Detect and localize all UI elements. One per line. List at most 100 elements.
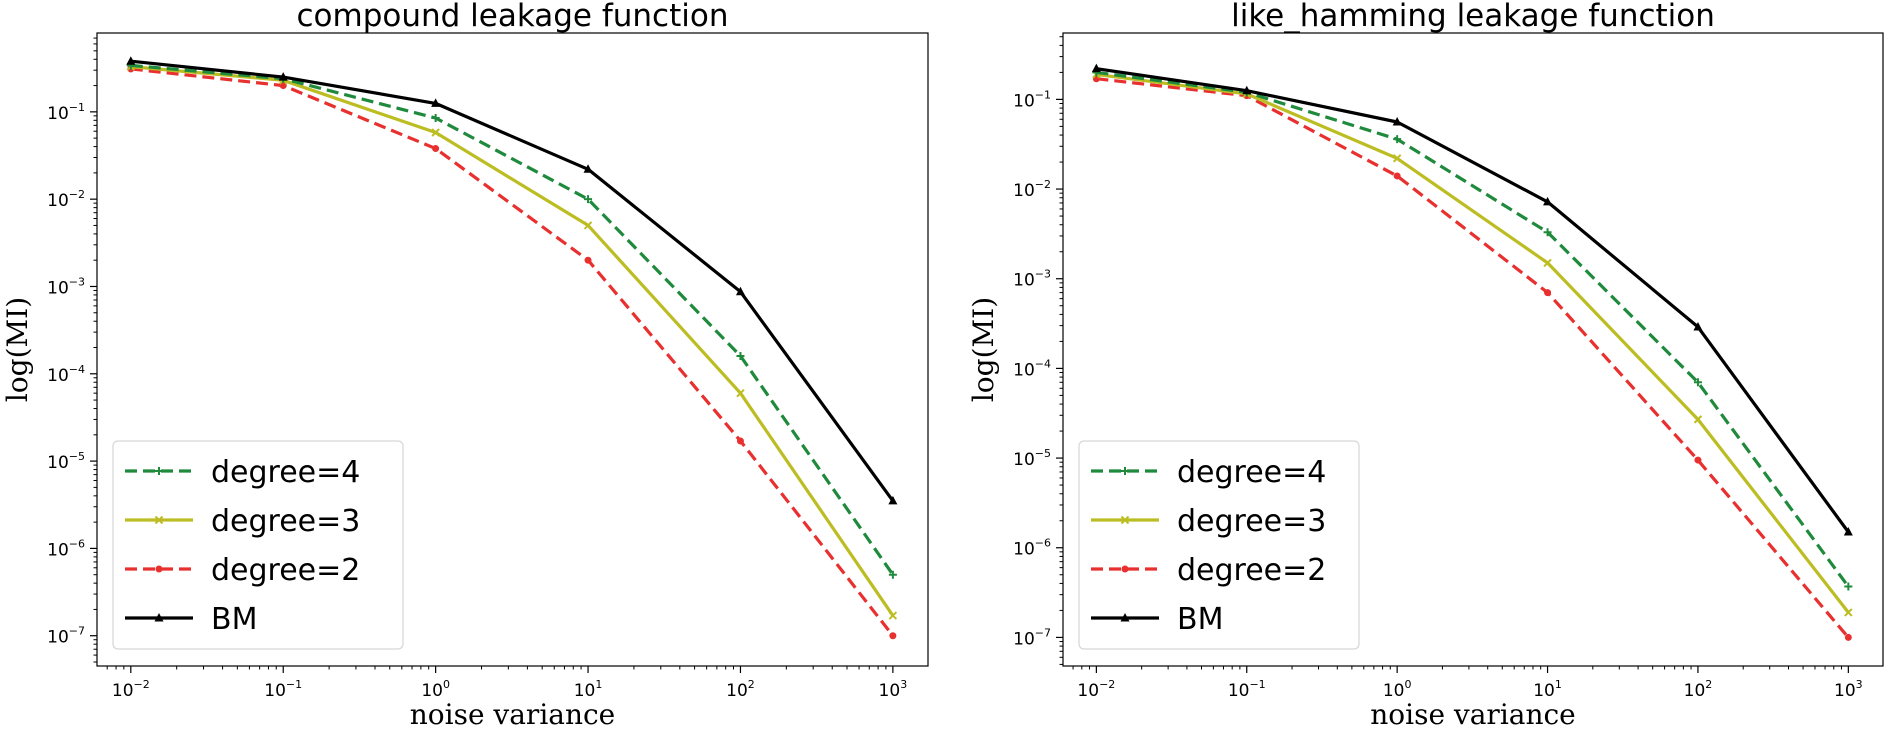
data-point-degree-2 bbox=[279, 82, 287, 90]
data-point-degree-2 bbox=[432, 145, 440, 153]
data-point-degree-3 bbox=[1392, 154, 1402, 163]
x-tick-label-exp: 3 bbox=[900, 678, 907, 691]
data-point-degree-4 bbox=[1393, 135, 1402, 144]
data-point-degree-2 bbox=[1844, 633, 1852, 641]
y-tick-label-exp: −1 bbox=[1035, 88, 1051, 101]
legend-label: degree=4 bbox=[1177, 455, 1326, 490]
x-tick-label-exp: 2 bbox=[1705, 678, 1712, 691]
x-tick-label-base: 10 bbox=[112, 681, 134, 701]
y-tick-label-exp: −6 bbox=[1035, 537, 1051, 550]
y-axis-label: log(MI) bbox=[967, 297, 1000, 402]
plot-area-frame bbox=[96, 32, 929, 667]
series-line-degree-2 bbox=[1096, 77, 1850, 639]
legend-marker bbox=[154, 515, 164, 525]
y-tick-label-base: 10 bbox=[1013, 360, 1035, 380]
y-tick-label: 10−7 bbox=[1013, 626, 1051, 649]
series-line-degree-3 bbox=[1096, 72, 1850, 614]
data-point-degree-4 bbox=[584, 195, 593, 204]
data-point-bm bbox=[126, 56, 136, 65]
legend-label: BM bbox=[1177, 602, 1223, 637]
data-point-degree-3 bbox=[1693, 415, 1703, 424]
legend-box bbox=[1078, 440, 1360, 650]
y-tick-label-exp: −5 bbox=[1035, 447, 1051, 460]
x-tick-label-exp: 3 bbox=[1856, 678, 1863, 691]
y-tick-label: 10−3 bbox=[1013, 268, 1051, 291]
data-point-bm bbox=[1242, 85, 1252, 95]
data-point-degree-3 bbox=[888, 611, 898, 620]
data-point-degree-4 bbox=[736, 351, 745, 360]
x-tick-label-base: 10 bbox=[1834, 681, 1856, 701]
y-tick-label-exp: −4 bbox=[69, 363, 85, 376]
y-tick-label: 10−7 bbox=[47, 625, 85, 648]
x-tick-label-base: 10 bbox=[726, 681, 748, 701]
x-tick-label-base: 10 bbox=[879, 681, 901, 701]
x-tick-label: 100 bbox=[421, 678, 450, 701]
data-point-degree-2 bbox=[736, 437, 744, 445]
y-tick-label-exp: −7 bbox=[1035, 626, 1051, 639]
legend-label: degree=4 bbox=[211, 455, 360, 490]
x-tick-label: 101 bbox=[574, 678, 603, 701]
legend-marker bbox=[1121, 467, 1129, 475]
legend-marker bbox=[155, 467, 163, 475]
data-point-degree-3 bbox=[736, 388, 745, 398]
y-tick-label-exp: −3 bbox=[69, 275, 85, 288]
data-point-degree-4 bbox=[1844, 582, 1853, 591]
data-point-degree-4 bbox=[431, 114, 440, 123]
x-tick-label: 10−2 bbox=[112, 678, 150, 701]
y-axis-label: log(MI) bbox=[1, 297, 34, 402]
data-point-bm bbox=[1543, 196, 1553, 206]
y-tick-label-exp: −1 bbox=[69, 101, 85, 114]
data-point-degree-3 bbox=[431, 128, 440, 137]
data-point-degree-3 bbox=[1844, 608, 1853, 617]
chart-compound-leakage: 10−2 10−1 100 101 102 10310−710−610−510−410−3… bbox=[1, 0, 929, 731]
data-point-bm bbox=[431, 98, 441, 107]
x-tick-label-exp: 1 bbox=[595, 678, 602, 691]
legend-label: degree=3 bbox=[1177, 504, 1326, 539]
legend-label: degree=3 bbox=[211, 504, 360, 539]
y-tick-label: 10−4 bbox=[1013, 357, 1051, 380]
x-tick-label-exp: −2 bbox=[1099, 678, 1115, 691]
data-point-bm bbox=[735, 286, 745, 296]
y-tick-label-base: 10 bbox=[1013, 181, 1035, 201]
legend: degree=4 degree=3 degree=2 BM bbox=[112, 440, 404, 650]
chart-title: like_hamming leakage function bbox=[1231, 0, 1715, 34]
series-line-degree-2 bbox=[130, 67, 895, 637]
y-tick-label: 10−4 bbox=[47, 363, 85, 386]
x-tick-label-exp: 0 bbox=[1404, 678, 1411, 691]
series-line-bm bbox=[1096, 67, 1850, 533]
x-tick-label: 101 bbox=[1533, 678, 1562, 701]
series-line-degree-4 bbox=[1096, 70, 1850, 588]
legend-marker bbox=[1120, 515, 1130, 525]
y-tick-label: 10−6 bbox=[1013, 537, 1051, 560]
legend-label: degree=2 bbox=[211, 553, 360, 588]
y-tick-label-exp: −2 bbox=[1035, 178, 1051, 191]
y-tick-label-base: 10 bbox=[47, 628, 69, 648]
data-point-degree-2 bbox=[889, 632, 897, 640]
y-tick-label-exp: −4 bbox=[1035, 357, 1051, 370]
y-tick-label-exp: −5 bbox=[69, 450, 85, 463]
y-tick-label-base: 10 bbox=[1013, 629, 1035, 649]
data-point-degree-2 bbox=[1393, 172, 1401, 180]
x-tick-label-exp: −2 bbox=[134, 678, 150, 691]
x-tick-label-exp: −1 bbox=[1249, 678, 1265, 691]
y-tick-label-exp: −7 bbox=[69, 625, 85, 638]
y-tick-label-base: 10 bbox=[47, 104, 69, 124]
x-tick-label: 10−1 bbox=[1228, 678, 1266, 701]
x-tick-label: 10−1 bbox=[264, 678, 302, 701]
x-tick-label-base: 10 bbox=[1533, 681, 1555, 701]
x-tick-label-base: 10 bbox=[574, 681, 596, 701]
y-tick-label-base: 10 bbox=[47, 366, 69, 386]
y-tick-label: 10−2 bbox=[47, 188, 85, 211]
data-point-bm bbox=[583, 164, 593, 173]
legend-box bbox=[112, 440, 404, 650]
plot-area-frame bbox=[1062, 32, 1884, 667]
y-tick-label-exp: −3 bbox=[1035, 268, 1051, 281]
x-tick-label-base: 10 bbox=[1684, 681, 1706, 701]
x-tick-label: 102 bbox=[1684, 678, 1713, 701]
y-tick-label-base: 10 bbox=[1013, 450, 1035, 470]
y-tick-label: 10−3 bbox=[47, 275, 85, 298]
legend-marker bbox=[1121, 565, 1129, 573]
x-tick-label: 102 bbox=[726, 678, 755, 701]
data-point-degree-2 bbox=[1694, 456, 1702, 464]
